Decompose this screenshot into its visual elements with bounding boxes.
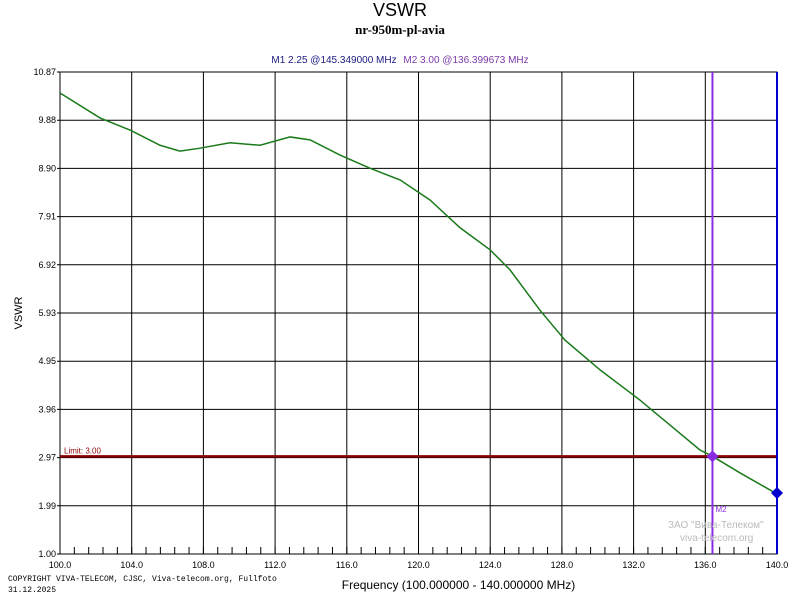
y-tick-label: 7.91 [38,212,56,222]
x-tick-label: 128.0 [551,560,574,570]
y-tick-label: 10.87 [33,67,56,77]
x-tick-label: 136.0 [694,560,717,570]
y-tick-label: 2.97 [38,453,56,463]
x-axis-label: Frequency (100.000000 - 140.000000 MHz) [342,578,575,592]
y-tick-label: 3.96 [38,404,56,414]
x-tick-label: 104.0 [120,560,143,570]
chart-subtitle: nr-950m-pl-avia [355,22,445,37]
watermark-company: ЗАО "Вива-Телеком" [668,520,764,531]
y-tick-label: 1.00 [38,549,56,559]
x-tick-label: 116.0 [336,560,358,570]
marker-readout: M1 2.25 @145.349000 MHz M2 3.00 @136.399… [0,55,800,66]
marker-m2-label: M2 [715,505,727,514]
limit-label: Limit: 3.00 [64,446,101,455]
x-tick-label: 124.0 [479,560,502,570]
y-tick-label: 9.88 [38,115,56,125]
watermark-url: viva-telecom.org [680,533,754,544]
marker-m1-point [771,486,783,499]
x-tick-label: 120.0 [407,560,430,570]
x-tick-label: 108.0 [192,560,215,570]
x-tick-label: 132.0 [622,560,645,570]
y-tick-label: 8.90 [38,163,56,173]
chart-title: VSWR [373,0,427,20]
x-tick-label: 112.0 [264,560,286,570]
y-tick-label: 4.95 [38,356,56,366]
x-tick-label: 140.0 [766,560,789,570]
y-tick-label: 6.92 [38,260,56,270]
y-axis-label: VSWR [13,296,25,329]
y-tick-label: 1.99 [38,501,56,511]
marker-m1-readout: M1 2.25 @145.349000 MHz [271,55,397,66]
x-tick-label: 100.0 [49,560,72,570]
marker-m2-point [706,450,719,463]
copyright-text: COPYRIGHT VIVA-TELECOM, CJSC, Viva-telec… [8,575,277,584]
y-tick-label: 5.93 [38,308,56,318]
date-text: 31.12.2025 [8,586,57,595]
vswr-series-line [59,92,778,495]
marker-m2-readout: M2 3.00 @136.399673 MHz [403,55,529,66]
